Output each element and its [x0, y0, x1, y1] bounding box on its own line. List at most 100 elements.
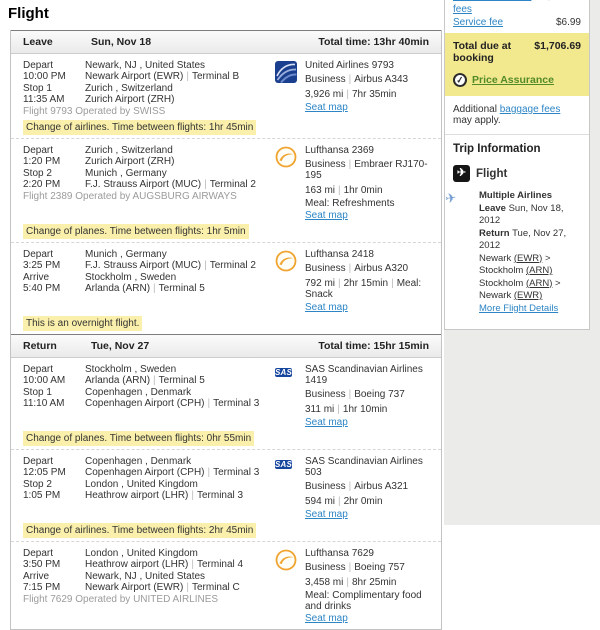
segment-stop-row: Depart 1:20 PM Zurich , Switzerland Zuri…: [23, 145, 275, 167]
stop-label: Stop 2: [23, 168, 52, 179]
stop-city: Newark, NJ , United States: [85, 60, 206, 71]
stop-label: Arrive: [23, 571, 50, 582]
sas-logo-text: SAS: [275, 460, 293, 469]
stop-label: Depart: [23, 456, 54, 467]
stop-terminal: Terminal 3: [213, 467, 260, 478]
lufthansa-logo: [275, 250, 297, 275]
stop-city: Munich , Germany: [85, 249, 167, 260]
flight-name: Lufthansa 2369: [305, 145, 374, 156]
stop-label: Depart: [23, 60, 54, 71]
separator: |: [348, 263, 352, 274]
trip-information: Trip Information ✈ Flight ✈ Multiple Air…: [444, 135, 589, 329]
stop-time: 5:40 PM: [23, 283, 61, 294]
separator: |: [348, 389, 352, 400]
flight-stats: 3,458 mi | 8hr 25min: [305, 577, 397, 588]
stop-city: Zurich , Switzerland: [85, 83, 173, 94]
meal-info: Meal: Complimentary food and drinks: [305, 590, 422, 612]
trip-information-title: Trip Information: [453, 143, 541, 155]
flight-segment: Depart 10:00 AM Stockholm , Sweden Arlan…: [11, 358, 441, 449]
seat-map-link[interactable]: Seat map: [305, 302, 348, 313]
separator: |: [337, 404, 340, 415]
stop-airport: Copenhagen Airport (CPH): [85, 467, 205, 478]
flight-stats: 311 mi | 1hr 10min: [305, 404, 388, 415]
segment-stops: Depart 12:05 PM Copenhagen , Denmark Cop…: [23, 456, 275, 520]
cabin-aircraft: Business | Airbus A321: [305, 481, 409, 492]
total-due-value: $1,706.69: [534, 40, 581, 52]
stop-terminal: Terminal 5: [158, 283, 205, 294]
seat-map-link[interactable]: Seat map: [305, 210, 348, 221]
seat-map-link[interactable]: Seat map: [305, 613, 348, 624]
baggage-fees-link[interactable]: baggage fees: [499, 104, 561, 115]
sas-logo-text: SAS: [275, 368, 293, 377]
service-fee-link[interactable]: Service fee: [453, 17, 504, 28]
flight-segment: Depart 1:20 PM Zurich , Switzerland Zuri…: [11, 138, 441, 242]
group-header: Leave Sun, Nov 18 Total time: 13hr 40min: [11, 30, 441, 54]
baggage-note-suffix: may apply.: [453, 115, 501, 126]
separator: |: [204, 260, 207, 271]
separator: |: [338, 185, 341, 196]
airline-logo: [275, 548, 305, 624]
airline-logo: [275, 249, 305, 313]
segment-stops: Depart 10:00 AM Stockholm , Sweden Arlan…: [23, 364, 275, 428]
group-body: Depart 10:00 PM Newark, NJ , United Stat…: [11, 54, 441, 334]
stop-label: Stop 1: [23, 83, 52, 94]
trip-airline-name: Multiple Airlines: [479, 190, 553, 201]
segment-note: Change of planes. Time between flights: …: [23, 430, 429, 449]
total-due-box: Total due at booking $1,706.69 ✓ Price A…: [445, 33, 589, 96]
trip-leave-date: Leave Sun, Nov 18, 2012: [479, 202, 564, 227]
lufthansa-logo: [275, 549, 297, 574]
price-assurance-link[interactable]: Price Assurance: [472, 74, 554, 86]
flight-name: Lufthansa 7629: [305, 548, 374, 559]
total-due-label: Total due at booking: [453, 40, 512, 64]
stop-airport: Newark Airport (EWR): [85, 71, 184, 82]
airfare-taxes-fees-value: $1,699.70: [537, 0, 582, 16]
separator: |: [338, 496, 341, 507]
segment-note-text: Change of airlines. Time between flights…: [23, 120, 257, 135]
itinerary-group: Leave Sun, Nov 18 Total time: 13hr 40min…: [11, 30, 441, 334]
stop-time: 3:50 PM: [23, 559, 61, 570]
segment-stops: Depart 10:00 PM Newark, NJ , United Stat…: [23, 60, 275, 117]
segment-stop-row: Stop 2 2:20 PM Munich , Germany F.J. Str…: [23, 168, 275, 190]
separator: |: [346, 89, 349, 100]
seat-map-link[interactable]: Seat map: [305, 102, 348, 113]
stop-time: 11:10 AM: [23, 398, 65, 409]
segment-note: This is an overnight flight.: [23, 315, 429, 334]
separator: |: [204, 179, 207, 190]
stop-city: Zurich , Switzerland: [85, 145, 173, 156]
more-flight-details-link[interactable]: More Flight Details: [479, 302, 559, 314]
segment-note: Change of airlines. Time between flights…: [23, 119, 429, 138]
stop-terminal: Terminal 5: [158, 375, 205, 386]
flight-segment: Depart 12:05 PM Copenhagen , Denmark Cop…: [11, 449, 441, 541]
page-title: Flight: [8, 5, 49, 22]
price-rows: Airfare, taxes and fees $1,699.70 Servic…: [445, 0, 589, 33]
segment-stops: Depart 1:20 PM Zurich , Switzerland Zuri…: [23, 145, 275, 221]
separator: |: [153, 283, 156, 294]
stop-airport: Arlanda (ARN): [85, 375, 151, 386]
flight-stats: 3,926 mi | 7hr 35min: [305, 89, 397, 100]
segment-stops: Depart 3:25 PM Munich , Germany F.J. Str…: [23, 249, 275, 313]
stop-city: London , United Kingdom: [85, 479, 198, 490]
cabin-aircraft: Business | Airbus A343: [305, 74, 409, 85]
flight-name: SAS Scandinavian Airlines 1419: [305, 364, 423, 386]
airline-logo: [275, 145, 305, 221]
segment-stop-row: Depart 12:05 PM Copenhagen , Denmark Cop…: [23, 456, 275, 478]
seat-map-link[interactable]: Seat map: [305, 417, 348, 428]
group-total-time: Total time: 13hr 40min: [318, 36, 429, 48]
stop-city: London , United Kingdom: [85, 548, 198, 559]
trip-flight-label: Flight: [476, 167, 508, 180]
operated-by-text: Flight 9793 Operated by SWISS: [23, 106, 166, 117]
flight-icon: ✈: [453, 165, 470, 182]
trip-route-return: Stockholm (ARN) > Newark (EWR): [479, 277, 561, 302]
stop-time: 2:20 PM: [23, 179, 61, 190]
segment-note: Change of planes. Time between flights: …: [23, 223, 429, 242]
airfare-taxes-fees-link[interactable]: Airfare, taxes and fees: [453, 0, 531, 15]
group-header: Return Tue, Nov 27 Total time: 15hr 15mi…: [11, 334, 441, 358]
stop-terminal: Terminal 3: [213, 398, 260, 409]
separator: |: [207, 467, 211, 478]
group-total-time: Total time: 15hr 15min: [318, 340, 429, 352]
price-summary-card: Airfare, taxes and fees $1,699.70 Servic…: [444, 0, 590, 330]
seat-map-link[interactable]: Seat map: [305, 509, 348, 520]
sidebar: Airfare, taxes and fees $1,699.70 Servic…: [444, 0, 600, 525]
segment-stop-row: Arrive 7:15 PM Newark, NJ , United State…: [23, 571, 275, 593]
baggage-note: Additional baggage fees may apply.: [445, 96, 589, 135]
